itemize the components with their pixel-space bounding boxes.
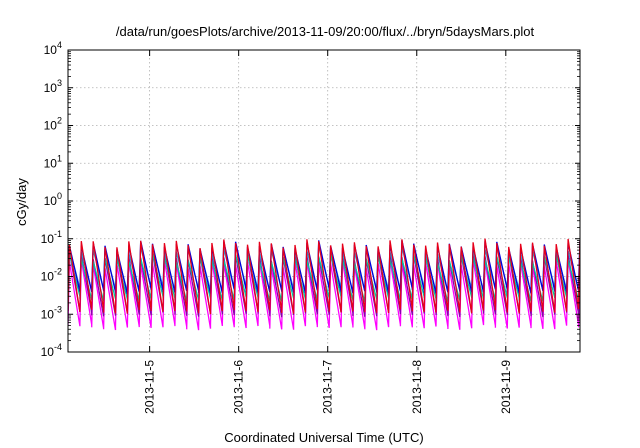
x-axis-title: Coordinated Universal Time (UTC) <box>224 430 423 445</box>
y-axis-ticks: 10-4 10-3 10-2 10-1 100 101 102 103 104 <box>41 40 580 359</box>
x-tick-label: 2013-11-6 <box>232 360 246 414</box>
chart-title: /data/run/goesPlots/archive/2013-11-09/2… <box>116 24 535 39</box>
x-tick-label: 2013-11-5 <box>143 360 157 414</box>
x-axis-ticks: 2013-11-5 2013-11-6 2013-11-7 2013-11-8 2013… <box>143 50 513 414</box>
y-axis-title: cGy/day <box>14 178 29 226</box>
series-line <box>68 238 580 315</box>
x-tick-label: 2013-11-7 <box>321 360 335 414</box>
series-layer <box>68 238 580 331</box>
y-tick-label: 102 <box>44 116 62 133</box>
y-tick-label: 101 <box>44 153 62 170</box>
y-tick-label: 100 <box>44 191 62 208</box>
y-tick-label: 104 <box>44 40 62 57</box>
y-tick-label: 10-3 <box>41 304 62 321</box>
y-tick-label: 10-1 <box>41 229 62 246</box>
x-tick-label: 2013-11-8 <box>410 360 424 414</box>
x-tick-label: 2013-11-9 <box>499 360 513 414</box>
y-tick-label: 10-4 <box>41 342 62 359</box>
y-tick-label: 103 <box>44 78 62 95</box>
y-tick-label: 10-2 <box>41 267 62 284</box>
